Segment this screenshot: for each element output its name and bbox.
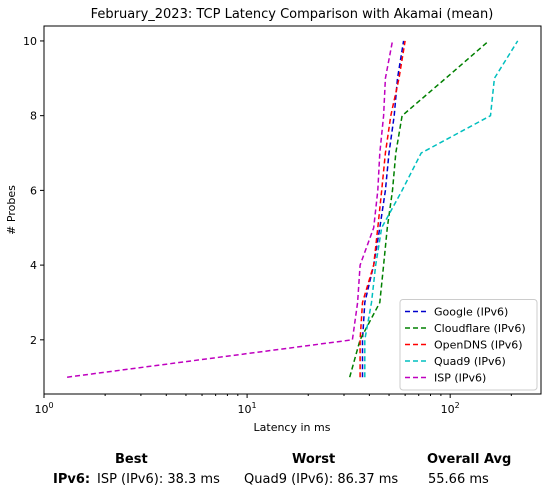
- legend-label: ISP (IPv6): [434, 372, 486, 385]
- y-tick-label: 10: [23, 35, 37, 48]
- y-tick-label: 6: [30, 184, 37, 197]
- y-axis-label: # Probes: [5, 185, 18, 235]
- series-line: [359, 40, 406, 378]
- legend-label: OpenDNS (IPv6): [434, 339, 523, 352]
- series-lines: [67, 40, 519, 378]
- best-header: Best: [115, 452, 148, 467]
- series-line: [67, 40, 394, 378]
- y-tick-label: 8: [30, 110, 37, 123]
- x-tick-label: 100: [34, 401, 53, 416]
- y-tick-label: 2: [30, 334, 37, 347]
- y-tick-label: 4: [30, 259, 37, 272]
- series-line: [364, 40, 519, 378]
- x-tick-label: 101: [238, 401, 257, 416]
- overall-avg-value: 55.66 ms: [428, 472, 489, 487]
- series-line: [348, 40, 490, 378]
- chart-title: February_2023: TCP Latency Comparison wi…: [91, 7, 494, 22]
- overall-avg-header: Overall Avg: [427, 452, 512, 467]
- worst-value: Quad9 (IPv6): 86.37 ms: [244, 472, 399, 487]
- legend-box: [399, 299, 538, 391]
- y-axis-ticks: 2 4 6 8 10: [23, 35, 44, 347]
- legend: Google (IPv6) Cloudflare (IPv6) OpenDNS (I…: [399, 299, 538, 391]
- legend-label: Google (IPv6): [434, 306, 508, 319]
- legend-label: Cloudflare (IPv6): [434, 322, 526, 335]
- plot-frame: [43, 25, 542, 395]
- x-tick-label: 102: [441, 401, 460, 416]
- worst-header: Worst: [292, 452, 336, 467]
- ipv6-row-label: IPv6:: [53, 472, 91, 487]
- series-line: [361, 40, 405, 378]
- x-axis-label: Latency in ms: [254, 421, 331, 434]
- x-axis-ticks: 100 101 102: [34, 394, 512, 416]
- best-value: ISP (IPv6): 38.3 ms: [97, 472, 220, 487]
- legend-label: Quad9 (IPv6): [434, 355, 506, 368]
